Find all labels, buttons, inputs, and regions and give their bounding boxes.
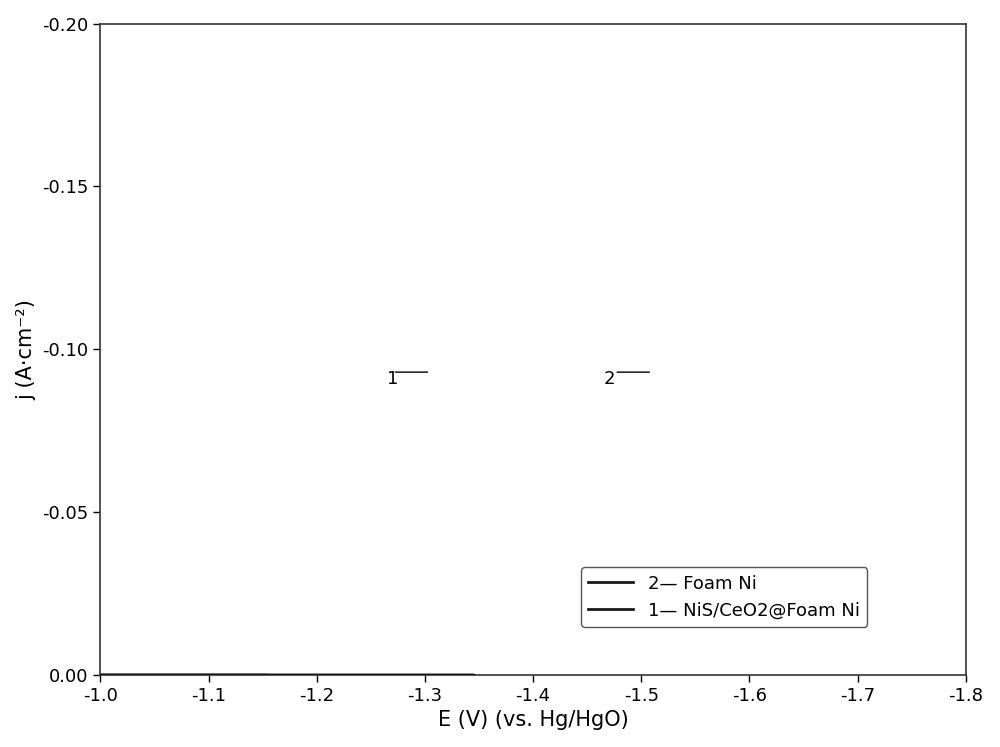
Text: 2: 2 — [603, 370, 615, 388]
Y-axis label: j (A·cm⁻²): j (A·cm⁻²) — [17, 299, 37, 400]
X-axis label: E (V) (vs. Hg/HgO): E (V) (vs. Hg/HgO) — [438, 710, 628, 731]
Text: 1: 1 — [387, 370, 398, 388]
Legend: 2— Foam Ni, 1— NiS/CeO2@Foam Ni: 2— Foam Ni, 1— NiS/CeO2@Foam Ni — [581, 568, 867, 627]
